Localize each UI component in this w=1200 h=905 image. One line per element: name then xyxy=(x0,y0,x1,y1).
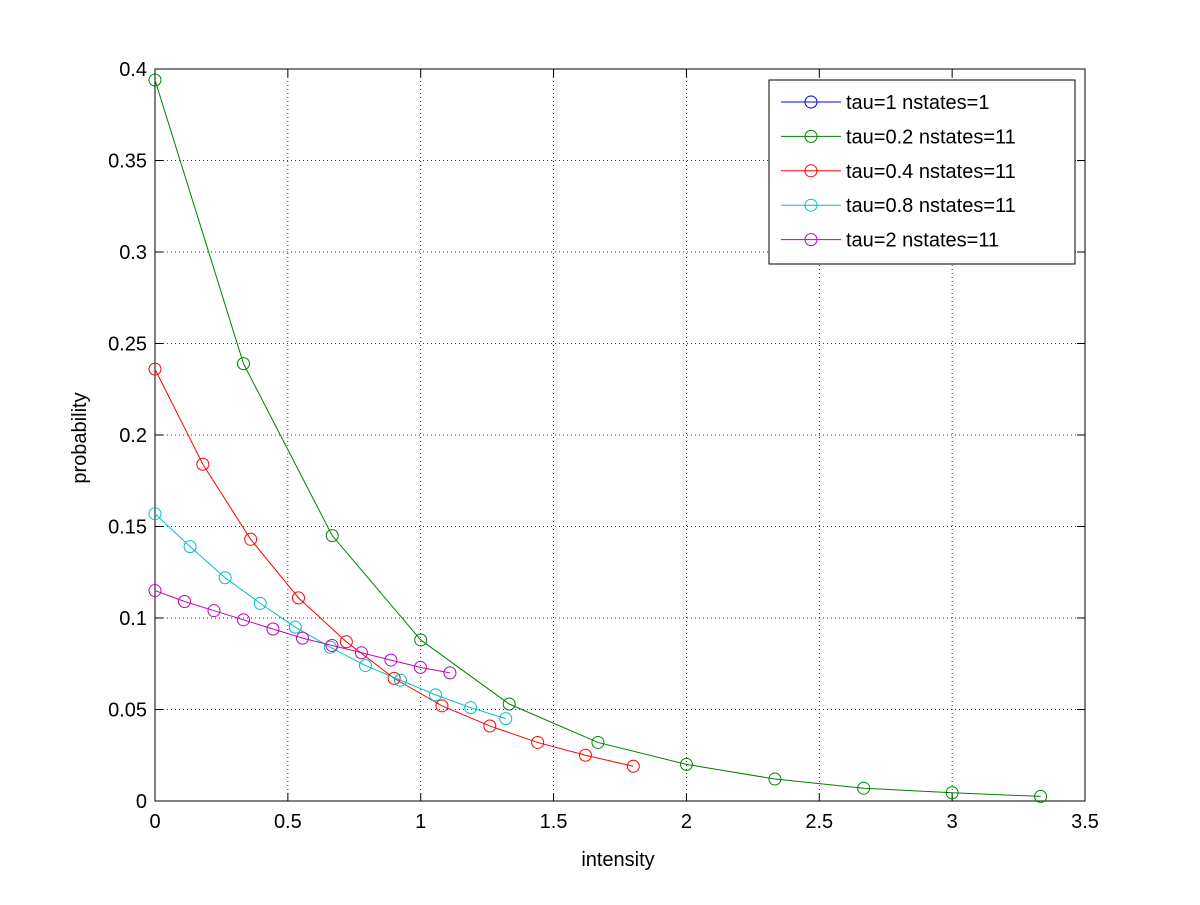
x-tick-label: 3.5 xyxy=(1071,811,1099,833)
x-tick-label: 0 xyxy=(149,811,160,833)
x-tick-label: 2.5 xyxy=(805,811,833,833)
legend-label: tau=0.2 nstates=11 xyxy=(846,126,1016,148)
data-point-marker xyxy=(502,697,516,711)
series-line xyxy=(154,79,1041,797)
legend-label: tau=0.4 nstates=11 xyxy=(846,161,1016,183)
series-line xyxy=(154,513,506,720)
series-3 xyxy=(148,507,513,726)
y-tick-label: 0.2 xyxy=(119,425,147,447)
data-point-marker xyxy=(429,688,443,702)
y-tick-label: 0 xyxy=(136,791,147,813)
y-tick-label: 0.15 xyxy=(108,517,147,539)
data-point-marker xyxy=(857,781,871,795)
data-point-marker xyxy=(148,584,162,598)
data-point-marker xyxy=(325,638,339,652)
data-point-marker xyxy=(288,620,302,634)
data-point-marker xyxy=(253,596,267,610)
data-point-marker xyxy=(244,532,258,546)
x-tick-label: 1 xyxy=(415,811,426,833)
grid xyxy=(155,69,1085,801)
data-point-marker xyxy=(325,529,339,543)
data-point-marker xyxy=(591,735,605,749)
data-point-marker xyxy=(207,604,221,618)
y-axis-label: probability xyxy=(69,392,91,483)
axis-ticks: 0 0.5 1 1.5 2 2.5 3 3.5 0 0.05 0.1 0.15 0.2 0.25 0.3 0.… xyxy=(108,59,1099,833)
data-point-marker xyxy=(443,666,457,680)
data-point-marker xyxy=(183,540,197,554)
x-tick-label: 3 xyxy=(947,811,958,833)
data-point-marker xyxy=(626,759,640,773)
legend-label: tau=2 nstates=11 xyxy=(846,230,999,252)
series-line xyxy=(154,590,451,674)
data-point-marker xyxy=(945,786,959,800)
data-point-marker xyxy=(435,699,449,713)
data-point-marker xyxy=(358,659,372,673)
data-point-marker xyxy=(266,622,280,636)
x-tick-label: 1.5 xyxy=(540,811,568,833)
legend-item: tau=0.2 nstates=11 xyxy=(781,126,1016,148)
data-point-marker xyxy=(464,701,478,715)
legend-marker-swatch xyxy=(804,164,818,178)
data-point-marker xyxy=(384,653,398,667)
series-2 xyxy=(148,362,640,773)
data-point-marker xyxy=(387,671,401,685)
legend-item: tau=0.8 nstates=11 xyxy=(781,195,1016,217)
data-point-marker xyxy=(295,631,309,645)
data-point-marker xyxy=(323,640,337,654)
legend-marker-swatch xyxy=(804,129,818,143)
data-point-marker xyxy=(148,362,162,376)
y-tick-label: 0.25 xyxy=(108,334,147,356)
data-point-marker xyxy=(218,571,232,585)
y-tick-label: 0.3 xyxy=(119,242,147,264)
data-point-marker xyxy=(354,646,368,660)
legend-item: tau=2 nstates=11 xyxy=(781,230,999,252)
series-4 xyxy=(148,584,457,680)
data-point-marker xyxy=(414,633,428,647)
y-tick-label: 0.05 xyxy=(108,700,147,722)
y-tick-label: 0.35 xyxy=(108,151,147,173)
legend-marker-swatch xyxy=(804,95,818,109)
legend-item: tau=1 nstates=1 xyxy=(781,92,989,114)
x-tick-label: 2 xyxy=(681,811,692,833)
data-point-marker xyxy=(679,757,693,771)
legend-item: tau=0.4 nstates=11 xyxy=(781,161,1016,183)
y-tick-label: 0.4 xyxy=(119,59,147,81)
data-point-marker xyxy=(413,660,427,674)
data-point-marker xyxy=(531,735,545,749)
data-point-marker xyxy=(578,748,592,762)
data-point-marker xyxy=(1034,789,1048,803)
data-point-marker xyxy=(196,457,210,471)
x-tick-label: 0.5 xyxy=(274,811,302,833)
data-point-marker xyxy=(236,357,250,371)
data-point-marker xyxy=(291,591,305,605)
series-1 xyxy=(148,73,1048,803)
series-group xyxy=(148,73,1048,803)
legend: tau=1 nstates=1 tau=0.2 nstates=11 tau=0.4… xyxy=(768,79,1076,265)
data-point-marker xyxy=(483,719,497,733)
legend-label: tau=0.8 nstates=11 xyxy=(846,195,1016,217)
legend-marker-swatch xyxy=(804,233,818,247)
legend-label: tau=1 nstates=1 xyxy=(846,92,989,114)
legend-marker-swatch xyxy=(804,198,818,212)
legend-box xyxy=(768,79,1076,265)
series-line xyxy=(154,368,634,767)
data-point-marker xyxy=(394,673,408,687)
data-point-marker xyxy=(236,613,250,627)
data-point-marker xyxy=(339,635,353,649)
y-tick-label: 0.1 xyxy=(119,608,147,630)
x-axis-label: intensity xyxy=(581,849,654,871)
data-point-marker xyxy=(768,772,782,786)
data-point-marker xyxy=(177,595,191,609)
data-point-marker xyxy=(499,712,513,726)
data-point-marker xyxy=(148,507,162,521)
data-point-marker xyxy=(148,73,162,87)
